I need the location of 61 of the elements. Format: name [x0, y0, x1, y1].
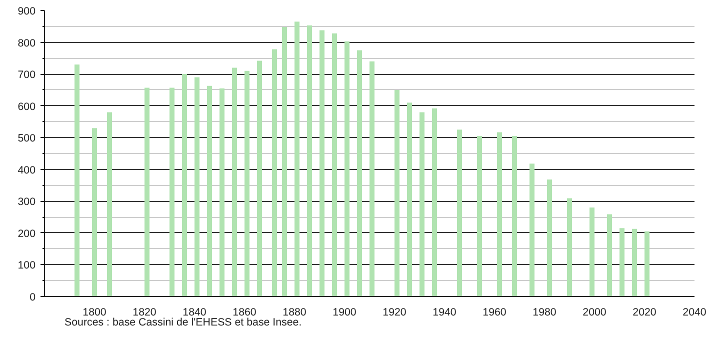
y-tick-label: 800	[18, 37, 36, 50]
x-tick-label: 1940	[432, 306, 456, 318]
bar	[620, 228, 624, 296]
bar	[182, 74, 187, 296]
y-tick-label: 500	[18, 132, 36, 145]
bar	[272, 49, 277, 296]
x-tick-label: 1960	[482, 306, 506, 318]
bar	[74, 64, 80, 296]
x-tick-label: 1920	[382, 306, 406, 318]
x-tick-label: 1900	[332, 306, 356, 318]
x-tick-label: 1800	[82, 306, 106, 318]
bar	[512, 136, 517, 296]
bar	[232, 68, 237, 296]
bar	[194, 77, 200, 296]
x-tick-label: 2040	[682, 306, 706, 318]
y-tick-label: 900	[18, 6, 36, 18]
x-tick-label: 1860	[232, 306, 256, 318]
bar	[170, 88, 174, 296]
bar	[420, 112, 424, 296]
bar	[257, 60, 262, 296]
bar	[497, 132, 502, 296]
bar	[344, 41, 350, 296]
bar	[547, 180, 552, 296]
y-tick-label: 400	[18, 164, 36, 176]
bar	[207, 86, 212, 296]
bar	[220, 88, 224, 296]
y-tick-label: 600	[18, 100, 36, 113]
bar	[607, 214, 612, 296]
bar	[644, 231, 650, 296]
bar	[307, 25, 312, 296]
bar	[92, 128, 97, 296]
bar	[432, 108, 437, 296]
bar	[320, 30, 324, 296]
y-tick-label: 0	[30, 292, 36, 304]
y-tick-label: 200	[18, 228, 36, 240]
source-note: Sources : base Cassini de l'EHESS et base Insee.	[64, 316, 302, 328]
x-tick-label: 2000	[582, 306, 606, 318]
y-tick-label: 100	[18, 260, 36, 272]
x-tick-label: 1980	[532, 306, 556, 318]
x-tick-label: 2020	[632, 306, 656, 318]
bar	[282, 27, 287, 296]
bar	[632, 228, 637, 296]
bar	[370, 61, 374, 296]
x-tick-label: 1820	[132, 306, 156, 318]
x-tick-label: 1880	[282, 306, 306, 318]
bar	[590, 208, 594, 296]
y-tick-label: 300	[18, 196, 36, 208]
bar	[530, 164, 534, 296]
y-tick-label: 700	[18, 69, 36, 82]
bar	[244, 70, 250, 296]
bar	[107, 112, 112, 296]
bar	[357, 50, 362, 296]
x-tick-label: 1840	[182, 306, 206, 318]
bar	[477, 136, 482, 296]
bar	[567, 198, 572, 296]
bar	[294, 22, 300, 296]
bar	[332, 33, 337, 296]
bar	[457, 130, 462, 296]
bar	[407, 102, 412, 296]
bar	[144, 88, 150, 296]
bar	[394, 90, 400, 296]
